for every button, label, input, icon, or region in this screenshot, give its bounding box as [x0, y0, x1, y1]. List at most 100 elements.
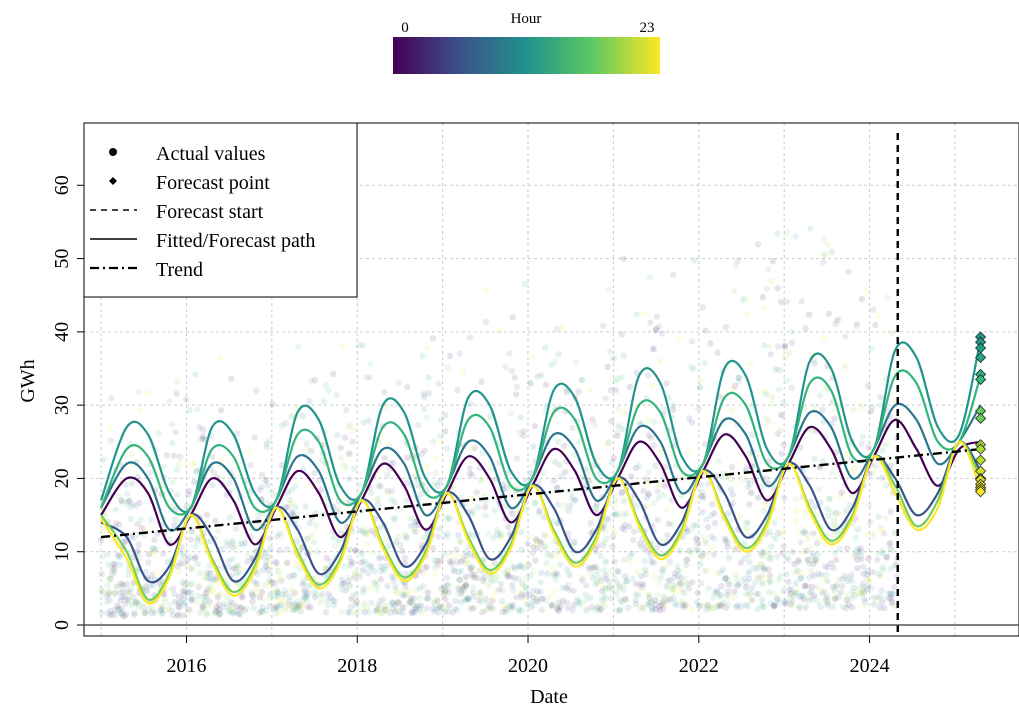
actual-value-point — [826, 496, 832, 502]
actual-value-point — [542, 344, 548, 350]
actual-value-point — [670, 585, 676, 591]
actual-value-point — [491, 507, 497, 513]
actual-value-point — [670, 272, 676, 278]
colorbar-gradient — [393, 37, 660, 74]
actual-value-point — [419, 353, 425, 359]
actual-value-point — [537, 588, 543, 594]
actual-value-point — [776, 386, 782, 392]
actual-value-point — [808, 568, 814, 574]
actual-value-point — [609, 543, 615, 549]
actual-value-point — [186, 488, 192, 494]
actual-value-point — [549, 602, 555, 608]
actual-value-point — [360, 419, 366, 425]
actual-value-point — [768, 543, 774, 549]
actual-value-point — [522, 584, 528, 590]
actual-value-point — [794, 587, 800, 593]
actual-value-point — [498, 581, 504, 587]
actual-value-point — [169, 440, 175, 446]
actual-value-point — [446, 602, 452, 608]
actual-value-point — [538, 579, 544, 585]
actual-value-point — [342, 435, 348, 441]
actual-value-point — [611, 355, 617, 361]
actual-value-point — [858, 556, 864, 562]
actual-value-point — [514, 384, 520, 390]
actual-value-point — [691, 257, 697, 263]
actual-value-point — [837, 546, 843, 552]
actual-value-point — [651, 500, 657, 506]
actual-value-point — [749, 585, 755, 591]
actual-value-point — [693, 547, 699, 553]
actual-value-point — [667, 559, 673, 565]
actual-value-point — [263, 564, 269, 570]
actual-value-point — [606, 287, 612, 293]
actual-value-point — [403, 497, 409, 503]
actual-value-point — [689, 606, 695, 612]
actual-value-point — [599, 596, 605, 602]
actual-value-point — [782, 344, 788, 350]
actual-value-point — [879, 527, 885, 533]
y-axis-label: GWh — [17, 359, 39, 402]
actual-value-point — [277, 610, 283, 616]
actual-value-point — [556, 351, 562, 357]
actual-value-point — [640, 581, 646, 587]
actual-value-point — [384, 472, 390, 478]
actual-value-point — [484, 599, 490, 605]
actual-value-point — [514, 455, 520, 461]
actual-value-point — [614, 433, 620, 439]
actual-value-point — [826, 311, 832, 317]
actual-value-point — [640, 488, 646, 494]
actual-value-point — [449, 557, 455, 563]
actual-value-point — [652, 463, 658, 469]
actual-value-point — [477, 590, 483, 596]
actual-value-point — [402, 555, 408, 561]
actual-value-point — [768, 579, 774, 585]
actual-value-point — [707, 340, 713, 346]
actual-value-point — [186, 407, 192, 413]
actual-value-point — [392, 515, 398, 521]
actual-value-point — [767, 528, 773, 534]
actual-value-point — [311, 470, 317, 476]
actual-value-point — [868, 346, 874, 352]
actual-value-point — [857, 591, 863, 597]
actual-value-point — [720, 567, 726, 573]
actual-value-point — [803, 604, 809, 610]
actual-value-point — [831, 416, 837, 422]
y-tick-label: 50 — [51, 249, 73, 269]
actual-value-point — [145, 559, 151, 565]
actual-value-point — [879, 475, 885, 481]
actual-value-point — [528, 381, 534, 387]
actual-value-point — [669, 522, 675, 528]
actual-value-point — [415, 422, 421, 428]
actual-value-point — [712, 520, 718, 526]
actual-value-point — [759, 582, 765, 588]
actual-value-point — [399, 548, 405, 554]
actual-value-point — [829, 603, 835, 609]
x-tick-label: 2024 — [850, 655, 890, 677]
actual-value-point — [699, 489, 705, 495]
actual-value-point — [580, 574, 586, 580]
actual-value-point — [601, 603, 607, 609]
actual-value-point — [607, 349, 613, 355]
actual-value-point — [433, 470, 439, 476]
actual-value-point — [664, 597, 670, 603]
actual-value-point — [801, 528, 807, 534]
actual-value-point — [714, 570, 720, 576]
actual-value-point — [146, 607, 152, 613]
actual-value-point — [425, 374, 431, 380]
actual-value-point — [733, 575, 739, 581]
actual-value-point — [306, 398, 312, 404]
actual-value-point — [735, 374, 741, 380]
actual-value-point — [699, 509, 705, 515]
actual-value-point — [741, 555, 747, 561]
actual-value-point — [558, 473, 564, 479]
actual-value-point — [483, 319, 489, 325]
actual-value-point — [748, 489, 754, 495]
actual-value-point — [670, 595, 676, 601]
actual-value-point — [792, 233, 798, 239]
actual-value-point — [802, 582, 808, 588]
actual-value-point — [267, 577, 273, 583]
actual-value-point — [725, 588, 731, 594]
actual-value-point — [544, 552, 550, 558]
actual-value-point — [786, 596, 792, 602]
actual-value-point — [705, 567, 711, 573]
